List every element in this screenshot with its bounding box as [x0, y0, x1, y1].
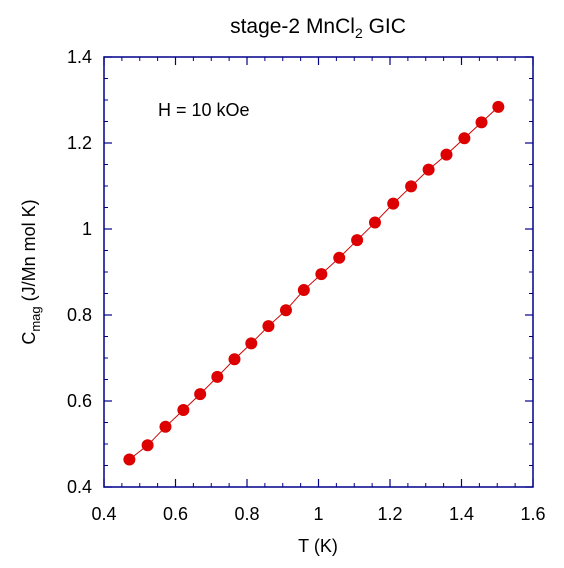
series-line	[129, 106, 499, 460]
data-point	[440, 148, 453, 161]
data-point	[405, 180, 418, 193]
minor-ticks	[104, 57, 533, 487]
y-tick-label: 0.8	[67, 305, 92, 325]
y-axis-title-main: C	[19, 332, 39, 345]
series-points	[123, 100, 505, 466]
chart-title-main: stage-2 MnCl	[230, 15, 355, 38]
x-tick-label: 0.8	[234, 504, 259, 524]
y-axis-title-subscript: mag	[28, 306, 43, 331]
data-point	[422, 163, 435, 176]
data-point	[279, 304, 292, 317]
major-ticks	[103, 56, 534, 488]
y-tick-labels: 0.4 0.6 0.8 1 1.2 1.4	[67, 47, 92, 497]
data-point	[228, 353, 241, 366]
data-point	[159, 420, 172, 433]
chart-title-subscript: 2	[355, 25, 363, 41]
data-point	[368, 216, 381, 229]
data-point	[211, 370, 224, 383]
data-point	[262, 320, 275, 333]
data-point	[333, 251, 346, 264]
y-tick-label: 1	[82, 219, 92, 239]
x-tick-label: 1	[313, 504, 323, 524]
y-tick-label: 0.4	[67, 477, 92, 497]
data-point	[123, 453, 136, 466]
data-point	[194, 388, 207, 401]
x-tick-label: 0.4	[91, 504, 116, 524]
x-tick-labels: 0.4 0.6 0.8 1 1.2 1.4 1.6	[91, 504, 545, 524]
x-tick-label: 1.6	[520, 504, 545, 524]
y-tick-label: 0.6	[67, 391, 92, 411]
x-axis-title: T (K)	[298, 536, 338, 556]
field-annotation: H = 10 kOe	[158, 100, 250, 120]
chart-title-suffix: GIC	[363, 15, 406, 38]
data-point	[387, 197, 400, 210]
y-axis-title-suffix: (J/Mn mol K)	[19, 199, 39, 306]
data-point	[458, 132, 471, 145]
data-point	[141, 439, 154, 452]
x-tick-label: 0.6	[163, 504, 188, 524]
data-point	[351, 234, 364, 247]
x-tick-label: 1.4	[449, 504, 474, 524]
y-tick-label: 1.4	[67, 47, 92, 67]
data-point	[177, 404, 190, 417]
series-layer	[123, 100, 505, 466]
y-tick-label: 1.2	[67, 133, 92, 153]
x-tick-label: 1.2	[377, 504, 402, 524]
y-axis-title: Cmag (J/Mn mol K)	[19, 199, 43, 344]
data-point	[297, 284, 310, 297]
data-point	[315, 268, 328, 281]
chart-title: stage-2 MnCl2 GIC	[230, 15, 406, 41]
data-point	[492, 100, 505, 113]
data-point	[475, 116, 488, 129]
data-point	[245, 337, 258, 350]
